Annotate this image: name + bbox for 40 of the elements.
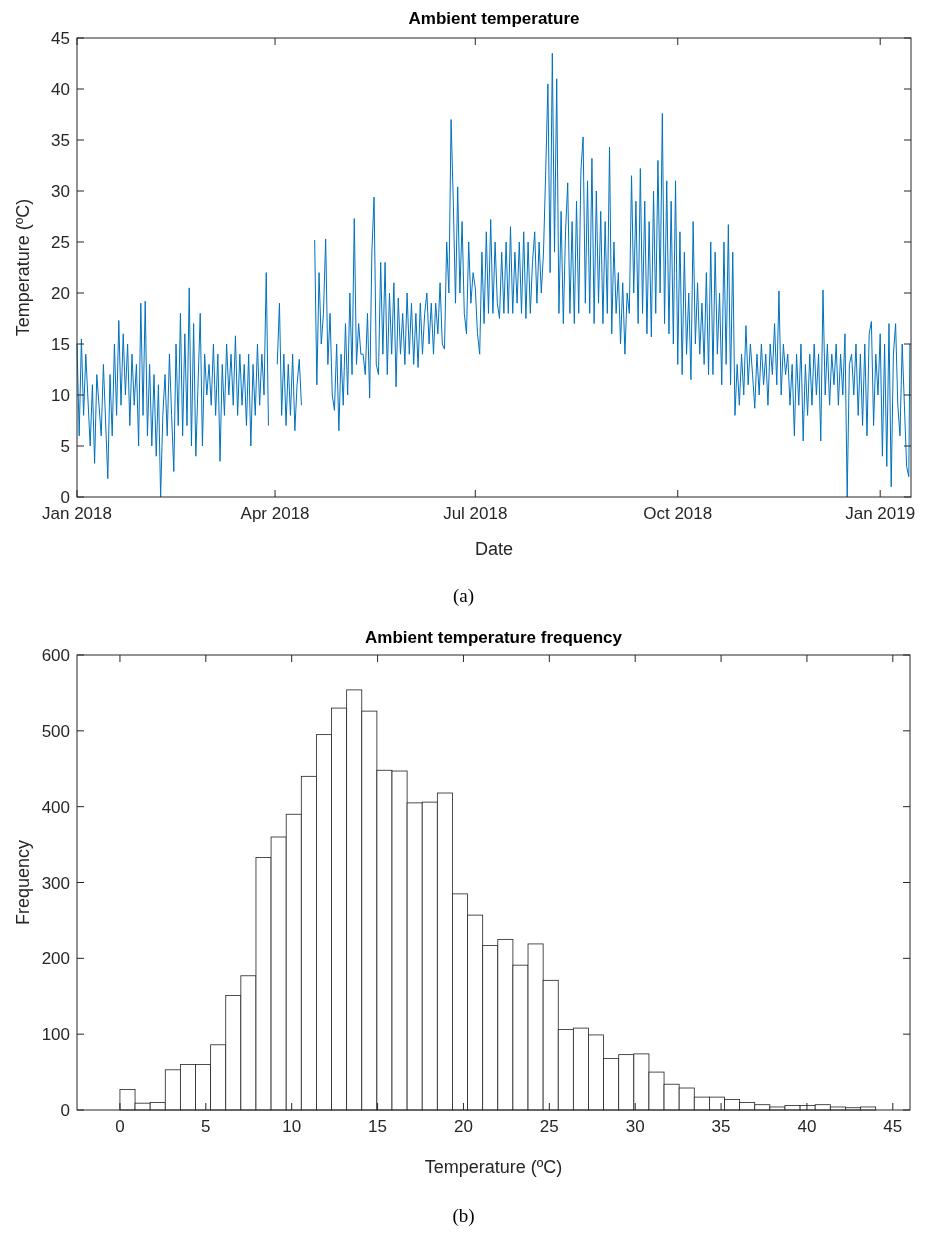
- y-tick-label: 40: [51, 80, 70, 99]
- x-tick-label: 10: [282, 1117, 302, 1136]
- x-tick-label: Jul 2018: [443, 504, 508, 523]
- x-tick-label: 40: [797, 1117, 817, 1136]
- y-tick-label: 20: [51, 284, 70, 303]
- x-tick-label: 20: [453, 1117, 473, 1136]
- y-tick-label: 500: [41, 721, 70, 741]
- x-tick-label: Jan 2018: [42, 504, 112, 523]
- y-tick-label: 400: [41, 797, 70, 817]
- y-tick-label: 0: [60, 1101, 70, 1120]
- x-tick-label: 30: [625, 1117, 645, 1136]
- y-tick-label: 5: [60, 437, 70, 456]
- x-tick-label: 5: [201, 1117, 211, 1136]
- x-tick-label: Oct 2018: [643, 504, 713, 523]
- y-tick-label: 200: [41, 949, 70, 969]
- chart-title: Ambient temperature frequency: [365, 628, 623, 647]
- y-tick-label: 600: [41, 646, 70, 665]
- x-tick-label: 25: [539, 1117, 559, 1136]
- y-tick-label: 30: [51, 182, 70, 201]
- y-tick-label: 45: [51, 29, 70, 48]
- y-tick-label: 35: [51, 131, 70, 150]
- x-axis-title: Temperature (ºC): [424, 1157, 563, 1177]
- x-tick-label: 15: [368, 1117, 388, 1136]
- y-tick-label: 300: [41, 873, 70, 893]
- y-tick-label: 0: [60, 488, 70, 507]
- y-tick-label: 100: [41, 1025, 70, 1045]
- y-tick-label: 25: [51, 233, 70, 252]
- x-tick-label: Jan 2019: [845, 504, 916, 523]
- x-tick-label: 0: [115, 1117, 125, 1136]
- x-tick-label: 35: [711, 1117, 731, 1136]
- y-axis-title: Frequency: [13, 839, 33, 926]
- text: (b): [452, 1205, 475, 1227]
- x-axis-title: Date: [474, 539, 514, 559]
- y-tick-label: 15: [51, 335, 70, 354]
- x-tick-label: 45: [883, 1117, 903, 1136]
- x-tick-label: Apr 2018: [240, 504, 310, 523]
- y-tick-label: 10: [51, 386, 70, 405]
- chart-title: Ambient temperature: [408, 9, 580, 28]
- text: (a): [452, 585, 475, 607]
- y-axis-title: Temperature (ºC): [13, 198, 33, 337]
